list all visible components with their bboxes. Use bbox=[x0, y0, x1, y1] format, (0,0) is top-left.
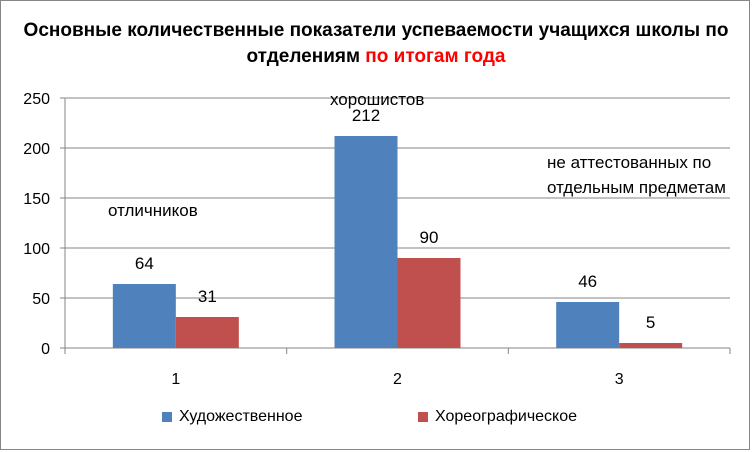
data-label-series-1-cat-2: 212 bbox=[352, 106, 380, 125]
chart-title-main: Основные количественные показатели успев… bbox=[23, 20, 729, 67]
bar-series-2-cat-3 bbox=[619, 343, 683, 348]
bar-series-1-cat-2 bbox=[334, 136, 398, 348]
legend: Художественное Хореографическое bbox=[0, 408, 752, 430]
x-tick-label-2: 2 bbox=[393, 371, 402, 388]
y-tick-label-200: 200 bbox=[23, 141, 50, 158]
y-tick-label-50: 50 bbox=[32, 291, 50, 308]
legend-label-series-1: Художественное bbox=[179, 408, 303, 425]
chart-title: Основные количественные показатели успев… bbox=[0, 18, 752, 70]
data-label-series-1-cat-1: 64 bbox=[135, 254, 154, 273]
annotation-good: хорошистов bbox=[330, 90, 425, 109]
y-tick-label-0: 0 bbox=[41, 341, 50, 358]
y-tick-label-250: 250 bbox=[23, 91, 50, 108]
bar-series-2-cat-1 bbox=[175, 317, 239, 348]
legend-swatch-series-2 bbox=[418, 412, 428, 422]
bar-series-1-cat-1 bbox=[112, 284, 176, 348]
legend-swatch-series-1 bbox=[162, 412, 172, 422]
bar-series-2-cat-2 bbox=[397, 258, 461, 348]
chart-title-accent: по итогам года bbox=[365, 46, 506, 67]
y-tick-label-100: 100 bbox=[23, 241, 50, 258]
legend-label-series-2: Хореографическое bbox=[435, 408, 578, 425]
x-tick-label-1: 1 bbox=[171, 371, 180, 388]
data-label-series-2-cat-2: 90 bbox=[420, 228, 439, 247]
bar-series-1-cat-3 bbox=[556, 302, 620, 348]
legend-item-series-1: Художественное bbox=[162, 408, 302, 426]
data-label-series-2-cat-3: 5 bbox=[646, 313, 655, 332]
legend-item-series-2: Хореографическое bbox=[418, 408, 577, 426]
annotation-not-attested: не аттестованных по отдельным предметам bbox=[547, 153, 726, 197]
x-tick-label-3: 3 bbox=[615, 371, 624, 388]
data-label-series-1-cat-3: 46 bbox=[578, 272, 597, 291]
y-tick-label-150: 150 bbox=[23, 191, 50, 208]
annotation-excellent: отличников bbox=[108, 201, 198, 220]
data-label-series-2-cat-1: 31 bbox=[198, 287, 217, 306]
